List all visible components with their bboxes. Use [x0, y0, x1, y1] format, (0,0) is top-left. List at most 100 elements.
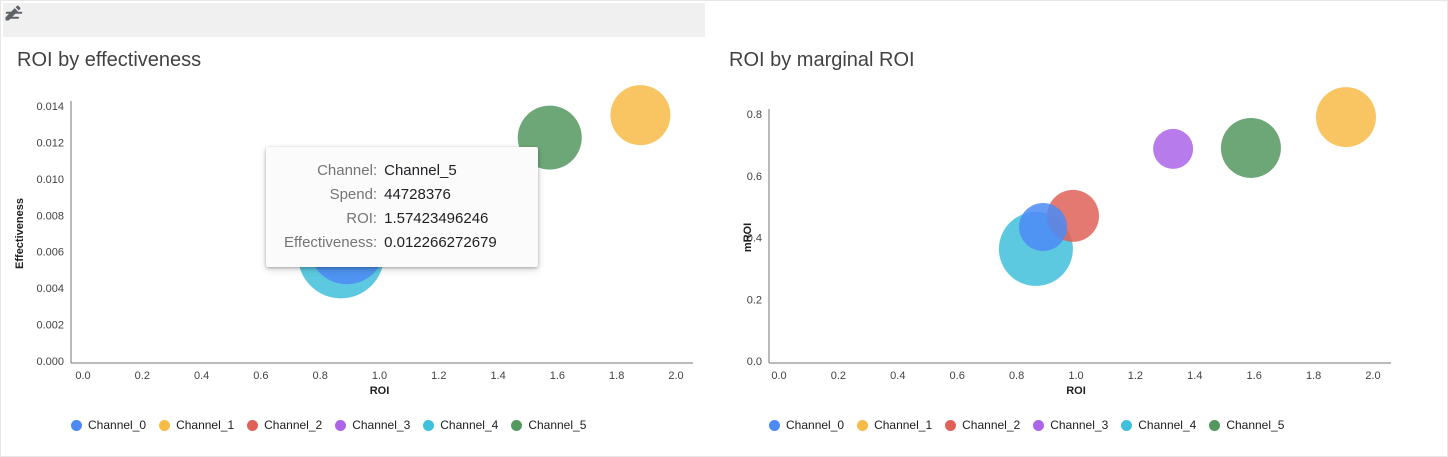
x-tick-label: 0.4 — [890, 370, 905, 382]
bubble-chart-marginal-roi[interactable]: 0.0 0.2 0.4 0.6 0.8 0.0 0.2 0.4 0.6 0.8 1.0 1.2 1.4 1… — [711, 86, 1448, 416]
tooltip-value: 0.012266272679 — [384, 234, 497, 251]
legend-item-channel_2[interactable]: Channel_2 — [247, 418, 322, 432]
x-tick-label: 1.6 — [1247, 370, 1262, 382]
x-tick-label: 0.2 — [135, 370, 150, 382]
legend-item-channel_5[interactable]: Channel_5 — [511, 418, 586, 432]
legend-label: Channel_4 — [1138, 418, 1197, 432]
y-tick-label: 0.002 — [36, 320, 64, 332]
y-tick-label: 0.010 — [36, 174, 64, 186]
legend: Channel_0 Channel_1 Channel_2 Channel_3 Chan… — [71, 418, 586, 432]
bubble-channel_1[interactable] — [610, 85, 671, 146]
x-tick-label: 1.2 — [1128, 370, 1143, 382]
legend-item-channel_5[interactable]: Channel_5 — [1209, 418, 1284, 432]
legend-label: Channel_5 — [528, 418, 587, 432]
x-tick-label: 0.8 — [1009, 370, 1024, 382]
legend-item-channel_2[interactable]: Channel_2 — [945, 418, 1020, 432]
legend-item-channel_0[interactable]: Channel_0 — [71, 418, 146, 432]
y-tick-label: 0.4 — [747, 233, 762, 245]
legend-item-channel_3[interactable]: Channel_3 — [1033, 418, 1108, 432]
legend: Channel_0 Channel_1 Channel_2 Channel_3 Chan… — [769, 418, 1284, 432]
legend-dot — [511, 419, 523, 431]
legend-item-channel_0[interactable]: Channel_0 — [769, 418, 844, 432]
legend-label: Channel_0 — [786, 418, 845, 432]
x-tick-label: 0.6 — [950, 370, 965, 382]
x-tick-label: 1.4 — [490, 370, 505, 382]
y-tick-label: 0.2 — [747, 294, 762, 306]
chart-tooltip: Channel: Channel_5 Spend: 44728376 ROI: … — [266, 147, 538, 267]
x-axis-title: ROI — [1066, 385, 1086, 397]
y-tick-label: 0.006 — [36, 247, 64, 259]
y-tick-label: 0.6 — [747, 171, 762, 183]
legend-dot — [1121, 419, 1133, 431]
legend-dot — [335, 419, 347, 431]
legend-label: Channel_3 — [352, 418, 411, 432]
filter-icon — [5, 11, 23, 19]
chart-panel-roi-by-effectiveness: 0.000 0.002 0.004 0.006 0.008 0.010 0.012 0.014… — [1, 85, 711, 456]
y-tick-label: 0.0 — [747, 356, 762, 368]
bubble-channel_3[interactable] — [1153, 128, 1194, 169]
x-tick-label: 1.4 — [1187, 370, 1202, 382]
tooltip-value: Channel_5 — [384, 162, 457, 179]
legend-dot — [1209, 419, 1221, 431]
chart-title-roi-by-marginal-roi: ROI by marginal ROI — [729, 49, 915, 71]
legend-item-channel_4[interactable]: Channel_4 — [423, 418, 498, 432]
legend-dot — [423, 419, 435, 431]
x-tick-label: 1.8 — [609, 370, 624, 382]
legend-label: Channel_5 — [1226, 418, 1285, 432]
chart-toolbar — [3, 3, 705, 37]
legend-label: Channel_2 — [264, 418, 323, 432]
filter-button[interactable] — [5, 8, 681, 32]
legend-item-channel_4[interactable]: Channel_4 — [1121, 418, 1196, 432]
x-tick-label: 1.6 — [550, 370, 565, 382]
edit-button[interactable] — [5, 5, 635, 32]
chart-panel-roi-by-marginal-roi: 0.0 0.2 0.4 0.6 0.8 0.0 0.2 0.4 0.6 0.8 1.0 1.2 1.4 1… — [711, 86, 1448, 456]
legend-dot — [71, 419, 82, 431]
bubble-channel_5[interactable] — [1220, 117, 1281, 178]
legend-label: Channel_4 — [440, 418, 499, 432]
x-tick-label: 0.4 — [194, 370, 209, 382]
y-tick-label: 0.012 — [36, 137, 64, 149]
x-tick-label: 0.6 — [253, 370, 268, 382]
legend-label: Channel_3 — [1050, 418, 1109, 432]
x-tick-label: 0.2 — [831, 370, 846, 382]
y-tick-label: 0.004 — [36, 283, 64, 295]
legend-label: Channel_1 — [874, 418, 933, 432]
bubble-channel_1[interactable] — [1315, 87, 1376, 148]
x-axis-title: ROI — [370, 385, 390, 397]
tooltip-label: Channel: — [317, 162, 378, 179]
x-tick-label: 1.8 — [1306, 370, 1321, 382]
x-tick-label: 0.0 — [771, 370, 786, 382]
legend-dot — [247, 419, 259, 431]
y-tick-label: 0.000 — [36, 356, 64, 368]
tooltip-value: 44728376 — [384, 186, 451, 203]
legend-item-channel_1[interactable]: Channel_1 — [159, 418, 234, 432]
x-tick-label: 0.0 — [75, 370, 90, 382]
tooltip-value: 1.57423496246 — [384, 210, 489, 227]
legend-label: Channel_1 — [176, 418, 235, 432]
y-axis-title: mROI — [742, 223, 754, 252]
x-tick-label: 2.0 — [668, 370, 683, 382]
y-tick-label: 0.8 — [747, 109, 762, 121]
tooltip-label: ROI: — [346, 210, 378, 227]
chart-title-roi-by-effectiveness: ROI by effectiveness — [17, 49, 202, 71]
y-axis-title: Effectiveness — [14, 198, 26, 269]
x-tick-label: 2.0 — [1365, 370, 1380, 382]
legend-label: Channel_0 — [88, 418, 147, 432]
bubble-channel_0[interactable] — [1019, 203, 1068, 252]
legend-dot — [857, 419, 869, 431]
tooltip-label: Spend: — [329, 186, 378, 203]
x-tick-label: 1.0 — [1068, 370, 1083, 382]
legend-dot — [769, 419, 780, 431]
x-tick-label: 1.2 — [431, 370, 446, 382]
tooltip-label: Effectiveness: — [284, 234, 378, 251]
legend-item-channel_1[interactable]: Channel_1 — [857, 418, 932, 432]
y-tick-label: 0.008 — [36, 210, 64, 222]
x-tick-label: 0.8 — [313, 370, 328, 382]
x-tick-label: 1.0 — [372, 370, 387, 382]
legend-dot — [159, 419, 171, 431]
legend-dot — [1033, 419, 1045, 431]
y-tick-label: 0.014 — [36, 101, 64, 113]
legend-label: Channel_2 — [962, 418, 1021, 432]
legend-item-channel_3[interactable]: Channel_3 — [335, 418, 410, 432]
